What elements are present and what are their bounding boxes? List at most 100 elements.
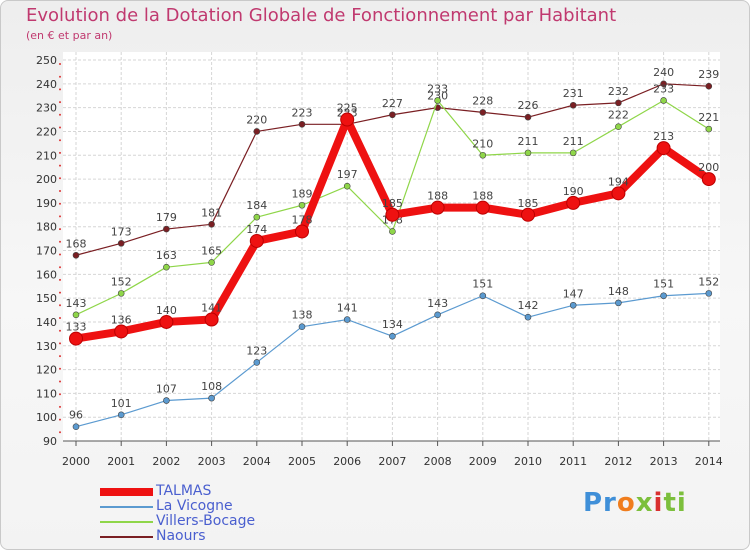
data-label-talmas-2001: 136 (111, 313, 132, 326)
data-label-talmas-2013: 213 (653, 130, 674, 143)
data-label-naours-2009: 228 (472, 94, 493, 107)
data-label-naours-2010: 226 (518, 99, 539, 112)
data-label-villers-bocage-2013: 233 (653, 82, 674, 95)
y-tick-label-250: 250 (36, 54, 57, 67)
data-label-villers-bocage-2005: 189 (292, 187, 313, 200)
x-tick-label-2005: 2005 (288, 455, 316, 468)
data-label-talmas-2014: 200 (698, 161, 719, 174)
data-label-naours-2014: 239 (698, 68, 719, 81)
data-point-talmas-2009 (475, 200, 490, 215)
data-label-la-vicogne-2008: 143 (427, 297, 448, 310)
y-tick-label-190: 190 (36, 197, 57, 210)
data-label-la-vicogne-2004: 123 (246, 344, 267, 357)
data-label-naours-2013: 240 (653, 66, 674, 79)
data-label-talmas-2011: 190 (563, 185, 584, 198)
data-point-la-vicogne-2014 (705, 290, 713, 297)
data-label-villers-bocage-2008: 233 (427, 82, 448, 95)
data-point-talmas-2001 (114, 324, 129, 339)
axis-tick-mark (59, 88, 61, 91)
data-label-villers-bocage-2010: 211 (518, 135, 539, 148)
data-point-villers-bocage-2006 (343, 182, 351, 190)
y-tick-label-180: 180 (36, 221, 57, 234)
y-tick-label-230: 230 (36, 102, 57, 115)
data-point-la-vicogne-2008 (434, 311, 441, 319)
axis-tick-mark (59, 291, 61, 294)
data-point-talmas-2003 (204, 312, 219, 327)
axis-tick-mark (59, 329, 61, 332)
data-point-naours-2000 (72, 251, 80, 259)
axis-tick-mark (59, 355, 61, 358)
axis-tick-mark (59, 164, 61, 167)
proxiti-logo: Proxiti (583, 488, 687, 518)
data-label-talmas-2004: 174 (246, 223, 267, 236)
legend-label-talmas: TALMAS (156, 483, 212, 499)
data-point-naours-2001 (117, 240, 125, 247)
data-point-talmas-2014 (701, 172, 716, 187)
data-point-talmas-2013 (656, 141, 671, 156)
data-label-villers-bocage-2002: 163 (156, 249, 177, 262)
y-tick-label-220: 220 (36, 125, 57, 138)
x-tick-label-2002: 2002 (152, 455, 180, 468)
axis-tick-mark (59, 418, 61, 421)
axis-tick-mark (59, 75, 61, 78)
data-label-la-vicogne-2014: 152 (698, 275, 719, 288)
data-point-la-vicogne-2013 (660, 292, 667, 300)
data-label-talmas-2005: 178 (292, 213, 313, 226)
data-point-villers-bocage-2010 (524, 149, 532, 157)
data-point-villers-bocage-2014 (705, 125, 713, 133)
axis-tick-mark (59, 101, 61, 104)
data-point-la-vicogne-2010 (524, 313, 532, 321)
data-label-la-vicogne-2000: 96 (69, 409, 83, 422)
y-tick-label-200: 200 (36, 173, 57, 186)
y-tick-label-160: 160 (36, 268, 57, 281)
axis-tick-mark (59, 190, 61, 192)
axis-tick-mark (59, 304, 61, 307)
data-label-villers-bocage-2003: 165 (201, 244, 222, 257)
data-label-naours-2002: 179 (156, 211, 177, 224)
data-point-naours-2007 (389, 111, 396, 119)
legend-label-naours: Naours (156, 528, 206, 544)
data-point-talmas-2002 (159, 314, 174, 329)
axis-tick-mark (59, 266, 61, 269)
data-label-naours-2008: 230 (427, 90, 448, 103)
data-label-la-vicogne-2006: 141 (337, 302, 358, 315)
data-point-talmas-2005 (295, 224, 309, 239)
data-point-la-vicogne-2007 (389, 332, 396, 340)
data-point-naours-2004 (253, 128, 261, 135)
data-point-la-vicogne-2002 (163, 397, 170, 404)
data-label-la-vicogne-2003: 108 (201, 380, 222, 393)
data-point-naours-2002 (163, 225, 170, 233)
data-point-talmas-2006 (340, 112, 355, 127)
axis-tick-mark (59, 380, 61, 383)
data-label-talmas-2006: 225 (337, 102, 358, 115)
axis-tick-mark (59, 317, 61, 319)
data-label-la-vicogne-2011: 147 (563, 287, 584, 300)
axis-tick-mark (59, 342, 61, 345)
x-tick-label-2014: 2014 (695, 455, 723, 468)
data-label-talmas-2010: 185 (518, 197, 539, 210)
axis-tick-mark (59, 393, 61, 396)
data-label-naours-2001: 173 (111, 225, 132, 238)
data-label-naours-2007: 227 (382, 97, 403, 110)
data-label-talmas-2000: 133 (66, 321, 87, 334)
data-point-villers-bocage-2001 (117, 290, 125, 297)
data-label-la-vicogne-2001: 101 (111, 397, 132, 410)
y-tick-label-100: 100 (36, 411, 57, 424)
chart-title: Evolution de la Dotation Globale de Fonc… (26, 5, 617, 26)
data-label-villers-bocage-2004: 184 (246, 199, 267, 212)
axis-tick-mark (59, 202, 61, 205)
data-point-naours-2014 (705, 82, 713, 90)
axis-tick-mark (59, 431, 61, 434)
data-label-talmas-2007: 185 (382, 197, 403, 210)
data-point-villers-bocage-2008 (434, 97, 441, 104)
axis-tick-mark (59, 405, 61, 408)
axis-tick-mark (59, 240, 61, 243)
data-point-villers-bocage-2004 (253, 213, 261, 221)
x-tick-label-2013: 2013 (650, 455, 678, 468)
x-tick-label-2011: 2011 (559, 455, 587, 468)
data-point-naours-2013 (660, 80, 667, 88)
data-label-villers-bocage-2000: 143 (66, 297, 87, 310)
data-point-la-vicogne-2011 (569, 301, 577, 309)
data-label-la-vicogne-2002: 107 (156, 383, 177, 396)
data-label-villers-bocage-2006: 197 (337, 168, 358, 181)
